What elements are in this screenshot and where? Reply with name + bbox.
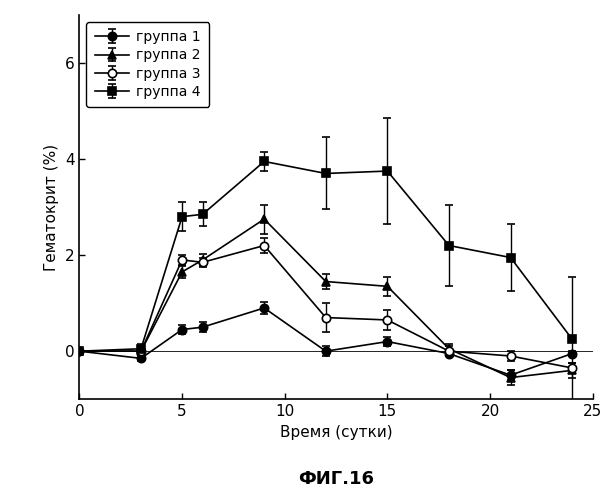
Y-axis label: Гематокрит (%): Гематокрит (%) [44,144,59,270]
X-axis label: Время (сутки): Время (сутки) [280,425,392,440]
Text: ФИГ.16: ФИГ.16 [298,470,374,488]
Legend: группа 1, группа 2, группа 3, группа 4: группа 1, группа 2, группа 3, группа 4 [86,22,210,107]
